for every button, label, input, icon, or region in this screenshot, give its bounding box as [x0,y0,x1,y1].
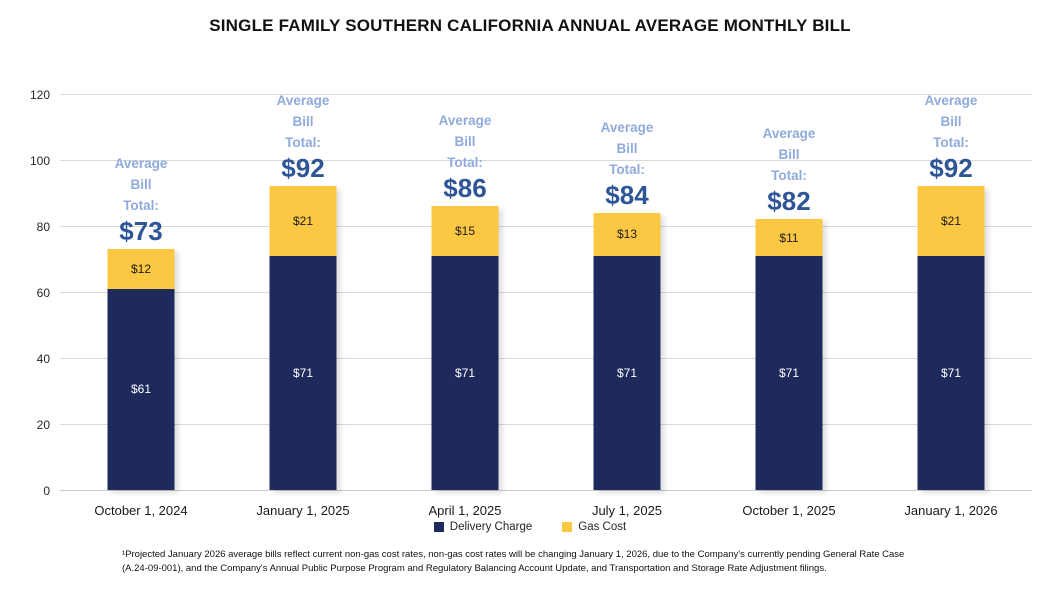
average-bill-label-line: Average [438,113,492,129]
average-bill-label-line: Bill [616,140,638,156]
bar-stack: $12 $61 [107,249,175,490]
delivery-segment: $71 [269,255,337,490]
y-axis-tick: 20 [36,418,50,432]
average-bill-label-line: Average [276,93,330,109]
average-bill-label-line: Average [600,119,654,135]
gridline [60,292,1032,293]
average-bill-total: $84 [605,179,649,210]
gas-value-label: $12 [130,261,152,276]
x-axis-label: April 1, 2025 [428,503,502,518]
delivery-segment: $71 [593,255,661,490]
gas-segment: $12 [107,249,175,289]
gridline [60,424,1032,425]
delivery-value-label: $61 [130,382,152,397]
gas-segment: $11 [755,219,823,256]
average-bill-annotation: Average Bill Total: $92 [228,90,378,183]
chart-title: SINGLE FAMILY SOUTHERN CALIFORNIA ANNUAL… [209,16,851,35]
gas-segment: $21 [269,186,337,256]
y-axis-tick: 80 [36,220,50,234]
footnote-line-2: (A.24-09-001), and the Company's Annual … [122,563,827,574]
average-bill-label-line: Bill [778,147,800,163]
average-bill-total: $73 [119,216,163,247]
legend-label: Gas Cost [578,521,627,533]
gas-value-label: $21 [940,214,962,229]
average-bill-label-line: Bill [454,134,476,150]
y-axis-tick: 0 [43,484,50,498]
average-bill-total: $92 [929,153,973,184]
average-bill-annotation: Average Bill Total: $84 [552,117,702,210]
gridline [60,226,1032,227]
gridline [60,94,1032,95]
average-bill-label-line: Total: [123,198,159,214]
plot-area: Average Bill Total: $73 $12 $61 Average Bill Tot… [60,93,1032,491]
delivery-segment: $71 [431,255,499,490]
average-bill-label-line: Total: [285,135,321,151]
average-bill-label-line: Bill [292,114,314,130]
bar-group: Average Bill Total: $86 $15 $71 [384,95,546,490]
bar-group: Average Bill Total: $82 $11 $71 [708,95,870,490]
bar-stack: $21 $71 [917,186,985,490]
legend-swatch-icon [562,522,573,532]
gas-value-label: $15 [454,223,476,238]
average-bill-label-line: Average [762,126,816,142]
delivery-value-label: $71 [616,365,638,380]
y-axis-tick: 120 [29,88,50,102]
gridline [60,358,1032,359]
average-bill-annotation: Average Bill Total: $73 [66,153,216,246]
delivery-value-label: $71 [940,365,962,380]
delivery-value-label: $71 [454,365,476,380]
average-bill-annotation: Average Bill Total: $92 [876,90,1026,183]
average-bill-total: $82 [767,186,811,217]
average-bill-label-line: Total: [609,161,645,177]
delivery-segment: $71 [917,255,985,490]
average-bill-label-line: Average [114,156,168,172]
average-bill-label-line: Total: [933,135,969,151]
bar-group: Average Bill Total: $92 $21 $71 [222,93,384,490]
average-bill-total: $86 [443,173,487,204]
bar-group: Average Bill Total: $84 $13 $71 [546,95,708,490]
legend-label: Delivery Charge [449,521,533,533]
legend: Delivery Charge Gas Cost [0,521,1060,533]
average-bill-label-line: Bill [130,177,152,193]
legend-item-delivery-charge: Delivery Charge [433,521,533,533]
gas-segment: $15 [431,206,499,256]
gas-segment: $21 [917,186,985,256]
delivery-value-label: $71 [778,365,800,380]
gas-segment: $13 [593,212,661,256]
delivery-segment: $71 [755,255,823,490]
x-axis-label: October 1, 2025 [742,503,836,518]
delivery-segment: $61 [107,288,175,490]
x-axis-label: January 1, 2026 [904,503,998,518]
average-bill-label-line: Bill [940,114,962,130]
gas-value-label: $11 [779,230,799,245]
bar-group: Average Bill Total: $73 $12 $61 [60,95,222,490]
x-axis-label: October 1, 2024 [94,503,188,518]
legend-item-gas-cost: Gas Cost [562,521,626,533]
average-bill-annotation: Average Bill Total: $82 [714,123,864,216]
average-bill-annotation: Average Bill Total: $86 [390,110,540,203]
bar-stack: $15 $71 [431,206,499,490]
bar-group: Average Bill Total: $92 $21 $71 [870,93,1032,490]
bar-stack: $11 $71 [755,219,823,490]
gridline [60,160,1032,161]
average-bill-total: $92 [281,153,325,184]
bar-stack: $21 $71 [269,186,337,490]
average-bill-label-line: Total: [447,155,483,171]
average-bill-label-line: Total: [771,168,807,184]
average-bill-label-line: Average [924,93,978,109]
x-axis-label: January 1, 2025 [256,503,350,518]
footnote-line-1: ¹Projected January 2026 average bills re… [122,549,905,560]
delivery-value-label: $71 [292,365,314,380]
y-axis-tick: 40 [36,352,50,366]
legend-swatch-icon [433,522,444,532]
x-axis-label: July 1, 2025 [591,503,663,518]
bar-stack: $13 $71 [593,212,661,490]
footnote: ¹Projected January 2026 average bills re… [122,548,962,576]
y-axis-tick: 100 [29,154,50,168]
y-axis-tick: 60 [36,286,50,300]
gas-value-label: $13 [616,227,638,242]
gas-value-label: $21 [292,214,314,229]
